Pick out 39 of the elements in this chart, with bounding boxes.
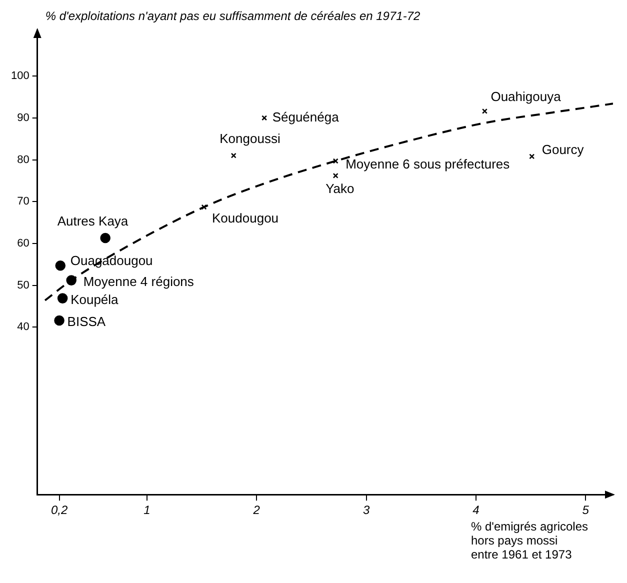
y-tick-label: 70: [17, 196, 30, 208]
series-label: Koudougou: [212, 210, 279, 226]
series-label: Kongoussi: [220, 131, 280, 146]
point: [55, 260, 66, 271]
point: [332, 158, 338, 164]
series-label: Ouahigouya: [490, 88, 562, 104]
series-label: Moyenne 6 sous préfectures: [346, 156, 510, 172]
series-label: Séguénéga: [272, 109, 340, 124]
point: [482, 108, 488, 114]
x-tick-label: 5: [582, 503, 590, 518]
x-tick-label: 3: [362, 503, 370, 518]
point: [66, 275, 76, 286]
point: [100, 232, 110, 244]
series-label: Ouagadougou: [70, 253, 153, 268]
y-tick-label: 80: [17, 154, 30, 166]
series-label: Yako: [326, 181, 354, 196]
y-tick-label: 50: [17, 279, 30, 292]
series-label: Gourcy: [542, 142, 584, 157]
series-label: Autres Kaya: [57, 214, 129, 229]
x-tick-label: 0,2: [50, 503, 68, 518]
series-label: Moyenne 4 régions: [83, 274, 194, 289]
y-tick-label: 90: [17, 112, 30, 124]
point: [230, 152, 236, 158]
x-tick-label: 1: [144, 503, 150, 518]
point: [201, 204, 207, 210]
point: [529, 154, 535, 160]
y-tick-label: 100: [10, 70, 30, 82]
y-tick-label: 40: [17, 321, 30, 334]
y-tick-label: 60: [17, 237, 30, 250]
y-axis-title: % d'exploitations n'ayant pas eu suffisamment de céréales en 1971-72: [45, 9, 420, 23]
point: [332, 172, 338, 178]
x-axis-title: % d'emigrés agricoles hors pays mossi entre 1961 et 1973: [471, 520, 588, 562]
series-label: Koupéla: [70, 292, 120, 307]
point: [262, 115, 268, 121]
series-label: BISSA: [67, 314, 106, 330]
x-tick-label: 2: [252, 503, 260, 518]
x-tick-label: 4: [472, 503, 480, 518]
point: [57, 293, 68, 304]
point: [54, 315, 64, 326]
